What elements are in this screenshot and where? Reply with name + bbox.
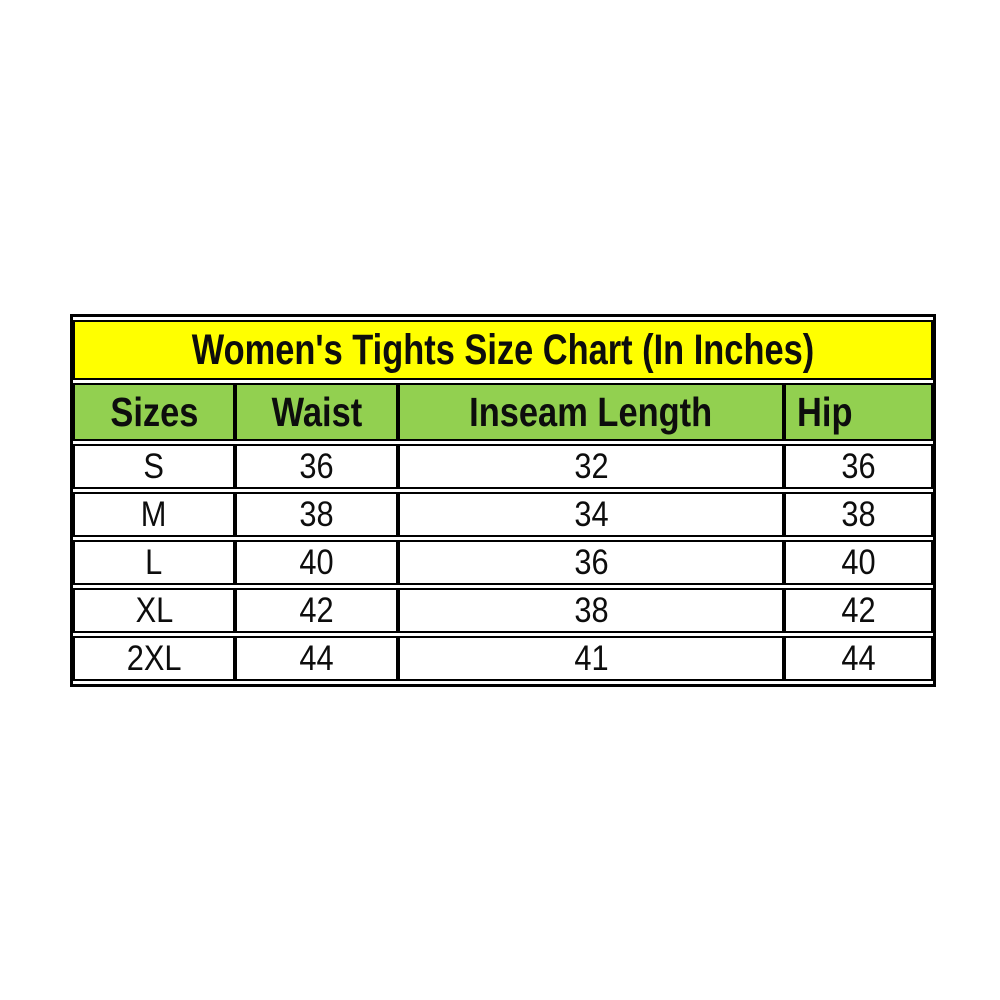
hip-cell: 40 [784, 540, 934, 585]
waist-cell: 44 [235, 636, 398, 681]
header-row: Sizes Waist Inseam Length Hip [73, 383, 934, 441]
hip-cell: 44 [784, 636, 934, 681]
table-row-m: M 38 34 38 [73, 492, 934, 537]
hip-cell: 36 [784, 444, 934, 489]
size-chart-table: Women's Tights Size Chart (In Inches) Si… [70, 314, 937, 687]
inseam-cell: 36 [398, 540, 784, 585]
size-cell: 2XL [73, 636, 235, 681]
chart-title: Women's Tights Size Chart (In Inches) [73, 320, 934, 380]
size-cell: L [73, 540, 235, 585]
inseam-cell: 38 [398, 588, 784, 633]
hip-cell: 42 [784, 588, 934, 633]
col-header-inseam-length: Inseam Length [398, 383, 784, 441]
title-row: Women's Tights Size Chart (In Inches) [73, 320, 934, 380]
waist-cell: 42 [235, 588, 398, 633]
hip-cell: 38 [784, 492, 934, 537]
col-header-hip: Hip [784, 383, 934, 441]
waist-cell: 36 [235, 444, 398, 489]
inseam-cell: 34 [398, 492, 784, 537]
inseam-cell: 41 [398, 636, 784, 681]
col-header-waist: Waist [235, 383, 398, 441]
size-cell: S [73, 444, 235, 489]
size-cell: M [73, 492, 235, 537]
col-header-sizes: Sizes [73, 383, 235, 441]
table-row-l: L 40 36 40 [73, 540, 934, 585]
table-row-s: S 36 32 36 [73, 444, 934, 489]
size-cell: XL [73, 588, 235, 633]
table-row-2xl: 2XL 44 41 44 [73, 636, 934, 681]
waist-cell: 40 [235, 540, 398, 585]
waist-cell: 38 [235, 492, 398, 537]
table-row-xl: XL 42 38 42 [73, 588, 934, 633]
chart-title-text: Women's Tights Size Chart (In Inches) [191, 325, 815, 374]
inseam-cell: 32 [398, 444, 784, 489]
